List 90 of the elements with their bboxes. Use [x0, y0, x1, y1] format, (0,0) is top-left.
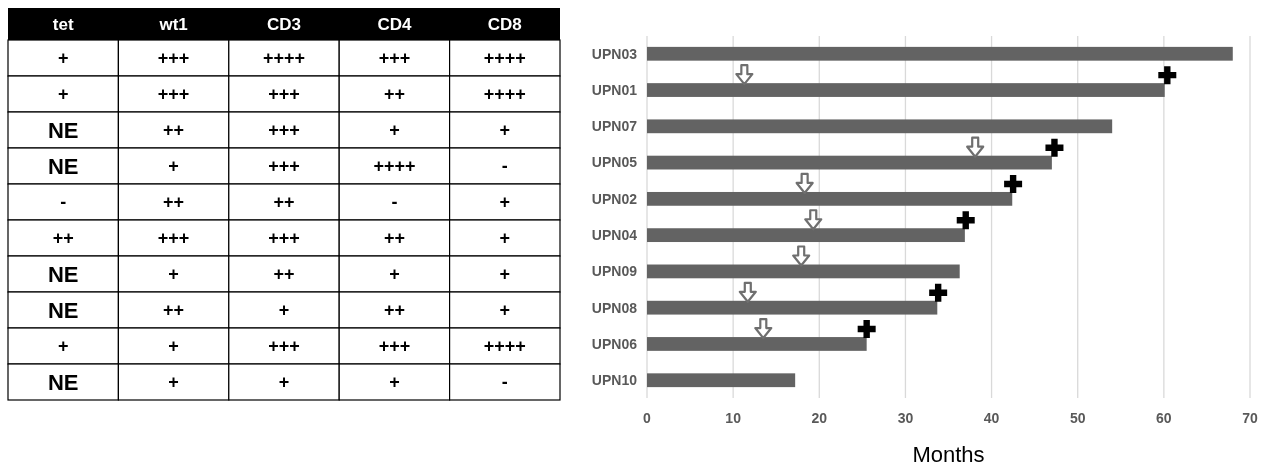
x-tick-label: 10 [725, 410, 742, 426]
text: NE [47, 261, 79, 287]
text: + [278, 372, 290, 393]
text: + [389, 120, 400, 141]
text: + [168, 372, 179, 393]
text: ++++ [483, 48, 526, 69]
point [857, 320, 876, 339]
text: - [60, 192, 67, 213]
category-label: CD8 [487, 14, 522, 34]
text: - [501, 372, 508, 393]
text: +++ [268, 84, 300, 105]
text: ++++ [483, 84, 526, 105]
point [754, 317, 773, 340]
text: + [499, 192, 511, 213]
x-tick-label: 20 [811, 410, 828, 426]
y-tick-label: UPN02 [591, 190, 638, 207]
y-tick-label: UPN03 [591, 45, 638, 62]
text: +++ [378, 336, 411, 357]
text: ++ [163, 192, 185, 213]
bar [647, 119, 1113, 134]
text: +++ [157, 48, 190, 69]
x-tick-label: 40 [983, 410, 1000, 426]
point [929, 283, 948, 302]
text: ++ [383, 84, 405, 105]
text: +++ [268, 156, 300, 177]
category-label: wt1 [158, 14, 188, 34]
text: + [168, 264, 179, 285]
category-label: tet [52, 14, 74, 34]
x-tick-label: 50 [1069, 410, 1086, 426]
y-tick-label: UPN10 [591, 372, 638, 389]
text: +++ [157, 84, 190, 105]
text: NE [47, 369, 79, 395]
text: ++++ [483, 336, 526, 357]
point [804, 209, 823, 231]
text: NE [47, 297, 79, 323]
text: ++++ [373, 156, 416, 177]
text: + [168, 156, 179, 177]
x-axis-title: Months [912, 442, 985, 467]
point [795, 172, 814, 195]
point [1004, 174, 1023, 193]
text: + [389, 372, 400, 393]
point [1158, 66, 1177, 85]
point [738, 281, 757, 303]
x-tick-label: 0 [643, 410, 652, 426]
text: NE [47, 117, 79, 143]
category-label: CD3 [266, 14, 302, 34]
point [735, 64, 754, 86]
text: + [499, 264, 511, 285]
text: ++ [52, 228, 74, 249]
text: ++ [383, 228, 405, 249]
text: - [391, 192, 398, 213]
y-tick-label: UPN06 [591, 335, 638, 352]
point [1045, 138, 1064, 157]
text: + [499, 300, 511, 321]
text: + [57, 84, 69, 105]
text: + [168, 336, 179, 357]
text: +++ [268, 120, 300, 141]
y-tick-label: UPN07 [591, 118, 638, 135]
text: - [501, 156, 508, 177]
x-tick-label: 30 [897, 410, 914, 426]
text: ++++ [262, 48, 306, 69]
y-tick-label: UPN04 [591, 227, 638, 244]
text: ++ [163, 300, 185, 321]
bar [647, 46, 1233, 61]
text: + [389, 264, 400, 285]
y-tick-label: UPN08 [591, 299, 638, 316]
text: +++ [157, 228, 190, 249]
y-tick-label: UPN09 [591, 263, 638, 280]
text: ++ [383, 300, 405, 321]
text: ++ [273, 192, 295, 213]
y-tick-label: UPN05 [591, 154, 638, 171]
text: + [57, 48, 69, 69]
text: +++ [268, 228, 300, 249]
text: + [57, 336, 69, 357]
text: ++ [163, 120, 185, 141]
x-tick-label: 70 [1242, 410, 1258, 426]
category-label: CD4 [377, 14, 412, 34]
text: ++ [273, 264, 295, 285]
text: + [499, 120, 511, 141]
y-tick-label: UPN01 [591, 81, 638, 98]
x-tick-label: 60 [1156, 410, 1172, 426]
text: + [499, 228, 511, 249]
text: NE [47, 153, 79, 179]
bar [647, 373, 796, 388]
point [792, 245, 811, 267]
point [956, 211, 975, 230]
text: +++ [268, 336, 300, 357]
text: + [278, 300, 290, 321]
text: +++ [378, 48, 411, 69]
point [966, 136, 985, 158]
